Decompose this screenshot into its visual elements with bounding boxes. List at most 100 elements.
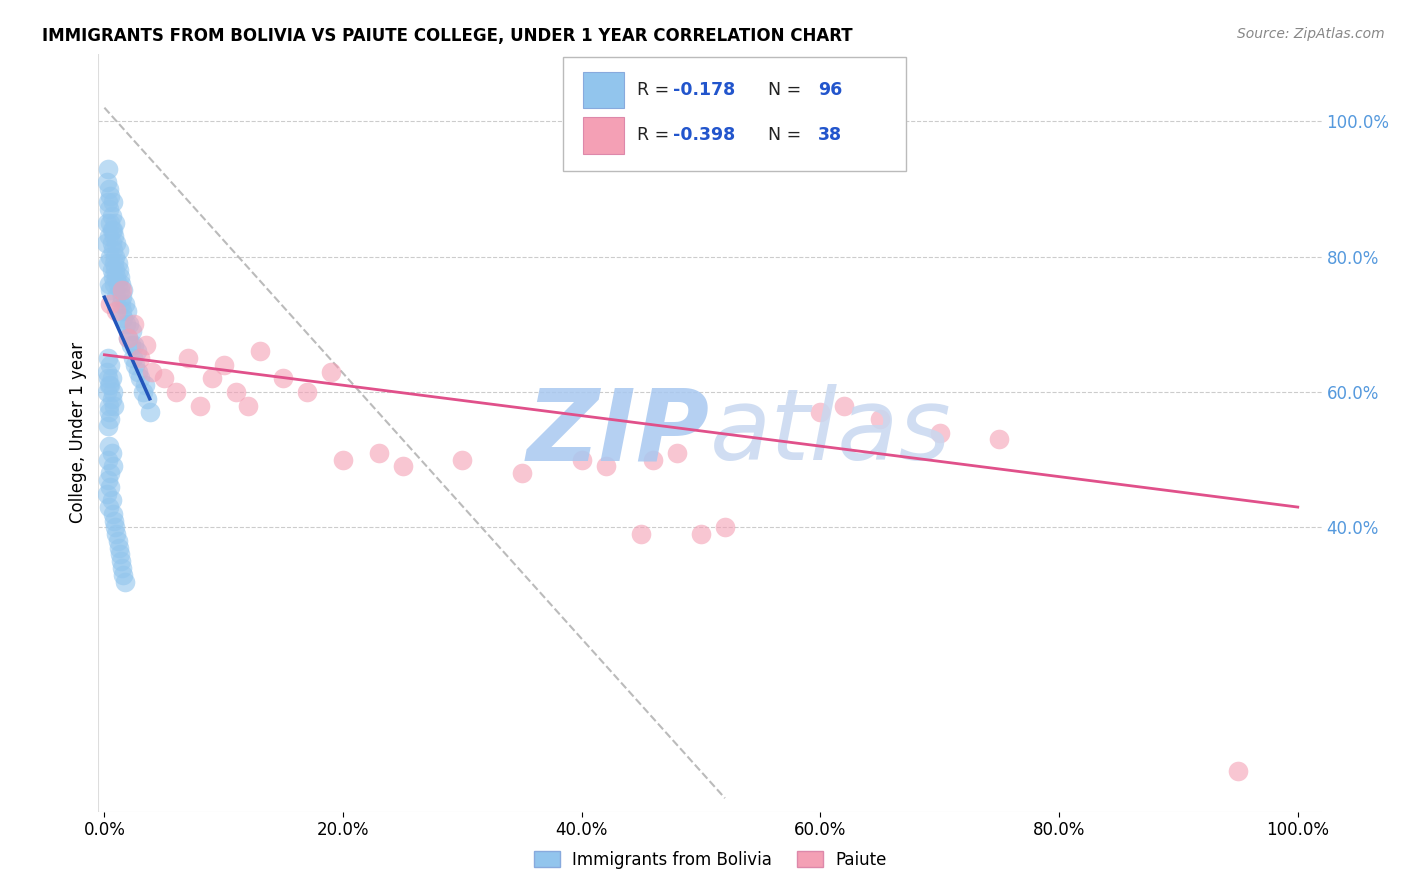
- Text: 38: 38: [818, 127, 842, 145]
- Point: [114, 297, 136, 311]
- Point: [111, 303, 134, 318]
- Point: [97, 371, 120, 385]
- Point: [138, 405, 160, 419]
- Point: [103, 256, 125, 270]
- Point: [98, 202, 121, 217]
- Point: [125, 344, 148, 359]
- Point: [107, 277, 129, 291]
- Point: [103, 399, 125, 413]
- Point: [98, 216, 121, 230]
- Point: [810, 405, 832, 419]
- Point: [97, 473, 120, 487]
- Text: N =: N =: [756, 81, 806, 99]
- Point: [988, 433, 1011, 447]
- Point: [104, 216, 127, 230]
- Text: 96: 96: [818, 81, 842, 99]
- Point: [112, 567, 135, 582]
- Point: [236, 399, 259, 413]
- Point: [98, 250, 121, 264]
- Point: [98, 229, 121, 244]
- Point: [321, 365, 343, 379]
- FancyBboxPatch shape: [583, 117, 624, 153]
- Point: [108, 269, 131, 284]
- Point: [118, 318, 141, 332]
- Point: [110, 554, 132, 568]
- Text: IMMIGRANTS FROM BOLIVIA VS PAIUTE COLLEGE, UNDER 1 YEAR CORRELATION CHART: IMMIGRANTS FROM BOLIVIA VS PAIUTE COLLEG…: [42, 27, 853, 45]
- Point: [134, 378, 156, 392]
- Point: [153, 371, 176, 385]
- Point: [97, 195, 120, 210]
- Point: [98, 188, 121, 202]
- Point: [97, 351, 120, 366]
- Point: [110, 277, 132, 291]
- Point: [510, 467, 533, 481]
- Point: [101, 269, 124, 284]
- Text: Source: ZipAtlas.com: Source: ZipAtlas.com: [1237, 27, 1385, 41]
- Point: [115, 318, 138, 332]
- Point: [98, 284, 121, 298]
- Point: [98, 182, 121, 196]
- Point: [124, 358, 146, 372]
- Point: [832, 399, 855, 413]
- Point: [100, 263, 122, 277]
- Legend: Immigrants from Bolivia, Paiute: Immigrants from Bolivia, Paiute: [527, 844, 893, 875]
- Point: [141, 365, 163, 379]
- Point: [165, 384, 187, 399]
- Point: [101, 384, 124, 399]
- Point: [1227, 764, 1250, 778]
- Point: [136, 392, 159, 406]
- Point: [98, 378, 121, 392]
- Point: [114, 574, 136, 589]
- Point: [98, 480, 121, 494]
- Point: [100, 209, 122, 223]
- Point: [391, 459, 413, 474]
- Point: [98, 358, 121, 372]
- Point: [666, 446, 689, 460]
- Point: [96, 216, 118, 230]
- Point: [105, 303, 128, 318]
- Point: [714, 520, 737, 534]
- Point: [451, 452, 474, 467]
- Text: -0.178: -0.178: [673, 81, 735, 99]
- Point: [101, 243, 124, 257]
- Point: [98, 412, 121, 426]
- Point: [297, 384, 319, 399]
- Point: [98, 467, 121, 481]
- Point: [107, 243, 129, 257]
- Point: [108, 284, 131, 298]
- Point: [111, 561, 134, 575]
- Point: [111, 284, 134, 298]
- Point: [98, 378, 121, 392]
- Text: R =: R =: [637, 127, 675, 145]
- Point: [101, 222, 124, 236]
- Point: [96, 384, 118, 399]
- Point: [643, 452, 665, 467]
- Point: [112, 310, 135, 325]
- Point: [98, 297, 121, 311]
- Point: [117, 331, 139, 345]
- Point: [103, 277, 125, 291]
- FancyBboxPatch shape: [583, 71, 624, 108]
- Point: [177, 351, 200, 366]
- Point: [97, 418, 120, 433]
- Point: [104, 263, 127, 277]
- Point: [107, 541, 129, 555]
- Y-axis label: College, Under 1 year: College, Under 1 year: [69, 342, 87, 524]
- Point: [122, 351, 145, 366]
- Point: [98, 399, 121, 413]
- Point: [105, 290, 128, 304]
- Point: [96, 365, 118, 379]
- Point: [273, 371, 295, 385]
- Point: [212, 358, 235, 372]
- Point: [97, 452, 120, 467]
- Point: [112, 284, 135, 298]
- Point: [201, 371, 224, 385]
- Point: [107, 256, 129, 270]
- Point: [135, 337, 157, 351]
- Point: [98, 500, 121, 514]
- Point: [332, 452, 354, 467]
- Point: [129, 371, 152, 385]
- Point: [101, 459, 124, 474]
- FancyBboxPatch shape: [564, 57, 905, 171]
- Text: ZIP: ZIP: [527, 384, 710, 481]
